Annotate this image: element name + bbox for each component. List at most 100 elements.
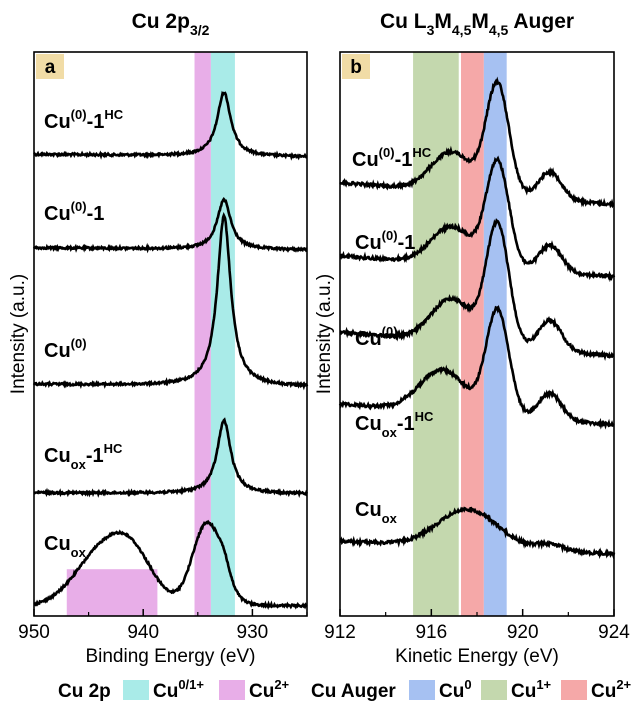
legend-swatch-cu2p-1	[219, 680, 245, 700]
x-axis-label-b: Kinetic Energy (eV)	[395, 646, 559, 667]
tick-label-a-930: 930	[237, 622, 269, 643]
tick-label-b-920: 920	[507, 622, 539, 643]
trace-label-base: Cu	[44, 340, 71, 362]
legend-base: Cu	[439, 681, 464, 702]
tick-label-a-950: 950	[18, 622, 50, 643]
tick-label-b-924: 924	[598, 622, 630, 643]
trace-label-sub: ox	[71, 457, 87, 472]
x-axis-label-a: Binding Energy (eV)	[85, 646, 255, 667]
trace-label-b-3: Cuox-1HC	[355, 409, 434, 440]
legend-label-cu2p-1: Cu2+	[249, 677, 290, 702]
trace-label-sup: (0)	[71, 336, 87, 351]
band-b-1	[461, 52, 484, 616]
legend-sup: 1+	[536, 677, 551, 692]
trace-label-base: Cu	[44, 533, 71, 555]
trace-b-2	[339, 218, 615, 362]
trace-label-base: Cu	[355, 328, 382, 350]
legend-label-cu2p-0: Cu0/1+	[153, 677, 204, 702]
trace-b-1	[339, 155, 616, 283]
legend-base: Cu	[511, 681, 536, 702]
legend-sup: 2+	[274, 677, 289, 692]
trace-label-sup: HC	[415, 409, 434, 424]
trace-label-sup: HC	[412, 145, 431, 160]
trace-label-base: Cu	[355, 232, 382, 254]
trace-label-base: Cu	[44, 111, 71, 133]
tick-label-b-912: 912	[324, 622, 356, 643]
legend-base: Cu	[249, 681, 274, 702]
trace-label-sup: HC	[104, 441, 123, 456]
legend-sup: 0/1+	[178, 677, 204, 692]
trace-a-2	[32, 211, 309, 391]
trace-label-mid: -1	[86, 445, 104, 467]
trace-label-sub: ox	[382, 425, 398, 440]
title-base: Cu L	[380, 10, 427, 33]
title-mid: M	[434, 10, 452, 33]
panel-letter-a: a	[45, 57, 56, 78]
trace-label-mid: -1	[87, 111, 105, 133]
trace-label-sup: (0)	[71, 199, 87, 214]
trace-label-sup: (0)	[379, 145, 395, 160]
panel-letter-box-b	[342, 54, 370, 79]
trace-label-sup: (0)	[71, 107, 87, 122]
band-a-1	[210, 52, 235, 616]
trace-label-base: Cu	[355, 413, 382, 435]
legend-sup: 2+	[616, 677, 631, 692]
title-sub: 3	[427, 22, 435, 38]
trace-label-base: Cu	[352, 149, 379, 171]
trace-label-a-3: Cuox-1HC	[44, 441, 123, 472]
trace-label-base: Cu	[355, 499, 382, 521]
panel-title-b: Cu L3M4,5M4,5 Auger	[380, 10, 574, 38]
legend-label-auger-1: Cu1+	[511, 677, 552, 702]
band-a-2	[66, 569, 158, 616]
title-base: Cu 2p	[132, 10, 190, 33]
trace-label-sup: (0)	[382, 324, 398, 339]
trace-a-1	[32, 196, 308, 254]
trace-b-3	[338, 304, 615, 430]
trace-label-b-2: Cu(0)	[355, 324, 398, 350]
plot-frame-a	[33, 51, 308, 617]
legend-label-auger-0: Cu0	[439, 677, 472, 702]
tick-label-a-940: 940	[127, 622, 159, 643]
panel-letter-box-a	[36, 54, 64, 79]
y-axis-label-a: Intensity (a.u.)	[8, 274, 29, 394]
panel-title-a: Cu 2p3/2	[132, 10, 210, 38]
title-sub: 4,5	[489, 22, 509, 38]
legend-swatch-auger-0	[409, 680, 435, 700]
band-b-0	[413, 52, 459, 616]
trace-label-base: Cu	[44, 445, 71, 467]
legend-base: Cu	[591, 681, 616, 702]
title-tail: Auger	[508, 10, 574, 33]
legend-swatch-cu2p-0	[123, 680, 149, 700]
legend-swatch-auger-2	[561, 680, 587, 700]
trace-label-sup: HC	[104, 107, 123, 122]
trace-label-sub: ox	[382, 511, 398, 526]
title-mid: M	[471, 10, 489, 33]
trace-a-4	[33, 519, 308, 610]
trace-label-mid: -1	[398, 232, 416, 254]
panel-letter-b: b	[350, 57, 362, 78]
trace-label-a-2: Cu(0)	[44, 336, 87, 362]
trace-label-b-0: Cu(0)-1HC	[352, 145, 432, 171]
legend-title-auger: Cu Auger	[311, 681, 396, 702]
trace-label-mid: -1	[87, 203, 105, 225]
trace-b-0	[339, 76, 615, 209]
trace-label-a-1: Cu(0)-1	[44, 199, 104, 225]
trace-label-b-1: Cu(0)-1	[355, 228, 415, 254]
trace-a-0	[33, 90, 308, 161]
trace-b-4	[339, 506, 616, 560]
legend: Cu 2p Cu0/1+ Cu2+ Cu Auger Cu0 Cu1+ Cu2+	[58, 677, 632, 702]
y-axis-label-b: Intensity (a.u.)	[314, 274, 335, 394]
trace-label-base: Cu	[44, 203, 71, 225]
legend-sup: 0	[464, 677, 471, 692]
title-sub: 4,5	[452, 22, 472, 38]
band-b-2	[483, 52, 507, 616]
trace-label-mid: -1	[397, 413, 415, 435]
trace-label-a-4: Cuox	[44, 533, 87, 560]
trace-label-sup: (0)	[382, 228, 398, 243]
trace-label-mid: -1	[395, 149, 413, 171]
legend-label-auger-2: Cu2+	[591, 677, 632, 702]
trace-label-a-0: Cu(0)-1HC	[44, 107, 124, 133]
